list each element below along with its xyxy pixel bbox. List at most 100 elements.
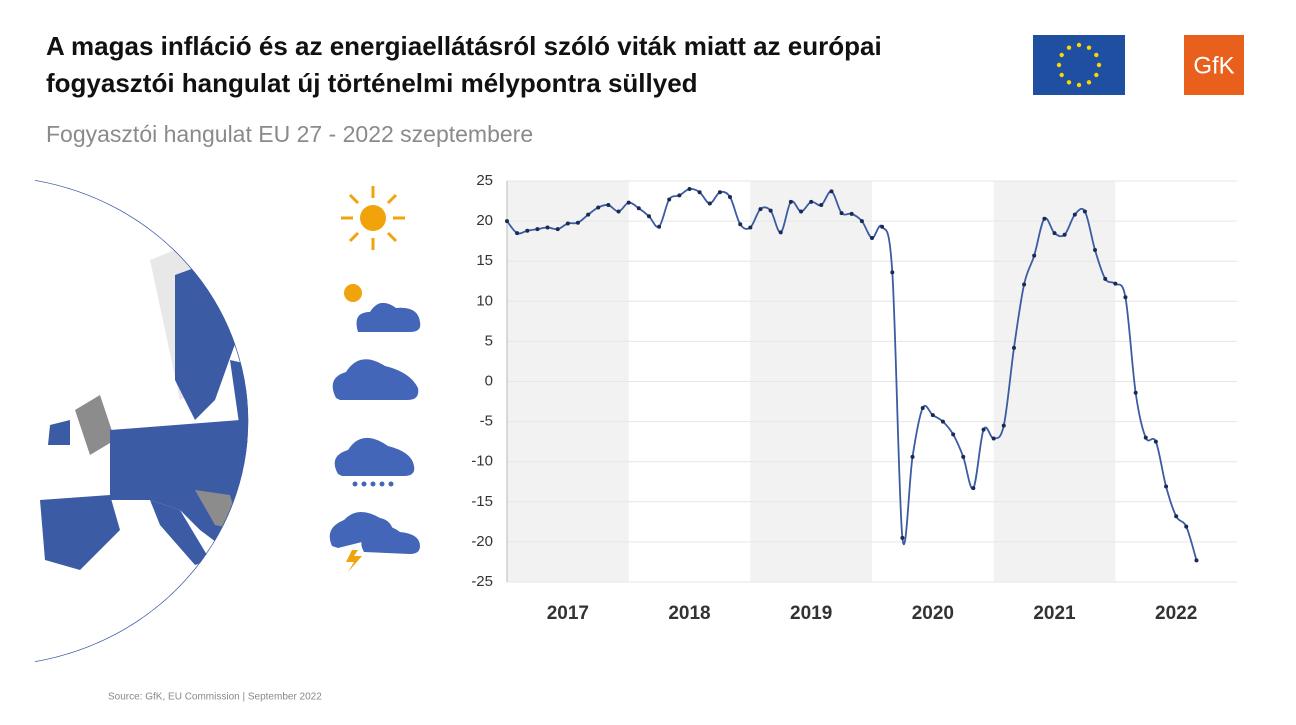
- y-tick-label: 0: [485, 372, 493, 389]
- data-point: [728, 195, 733, 200]
- data-point: [535, 227, 540, 232]
- data-point: [799, 209, 804, 214]
- data-point: [890, 270, 895, 275]
- star: [1094, 72, 1099, 78]
- data-point: [1194, 558, 1199, 563]
- gfk-logo: GfK: [1184, 35, 1244, 95]
- data-point: [930, 413, 935, 418]
- data-point: [859, 219, 864, 224]
- data-point: [606, 203, 611, 208]
- data-point: [788, 199, 793, 204]
- data-point: [1093, 247, 1098, 252]
- data-point: [657, 224, 662, 229]
- data-point: [829, 189, 834, 194]
- data-point: [748, 225, 753, 230]
- data-point: [586, 212, 591, 217]
- y-tick-label: -10: [471, 453, 493, 470]
- data-point: [1042, 216, 1047, 221]
- y-tick-label: 10: [476, 292, 493, 309]
- europe-map: [35, 180, 249, 662]
- x-tick-label: 2018: [668, 603, 710, 624]
- data-point: [646, 214, 651, 219]
- star: [1086, 45, 1092, 50]
- star: [1076, 42, 1082, 48]
- data-point: [1022, 282, 1027, 287]
- data-point: [880, 224, 885, 229]
- x-tick-label: 2017: [547, 603, 589, 624]
- star: [1076, 82, 1082, 88]
- data-point: [677, 193, 682, 198]
- title: A magas infláció és az energiaellátásról…: [46, 31, 882, 61]
- data-point: [697, 190, 702, 195]
- data-point: [758, 207, 763, 212]
- data-point: [1143, 435, 1148, 440]
- data-point: [616, 209, 621, 214]
- data-point: [1164, 484, 1169, 489]
- data-point: [636, 206, 641, 211]
- data-point: [900, 535, 905, 540]
- data-point: [1174, 514, 1179, 519]
- data-point: [667, 197, 672, 202]
- data-point: [545, 225, 550, 230]
- data-point: [778, 230, 783, 235]
- data-point: [1001, 423, 1006, 428]
- data-point: [768, 208, 773, 213]
- star: [1059, 52, 1064, 58]
- star: [1059, 72, 1064, 78]
- data-point: [1062, 232, 1067, 237]
- data-point: [991, 436, 996, 441]
- data-point: [971, 486, 976, 491]
- data-point: [738, 222, 743, 227]
- y-tick-label: 15: [476, 252, 493, 269]
- x-tick-label: 2019: [790, 603, 832, 624]
- y-tick-label: -25: [471, 573, 493, 590]
- data-point: [565, 221, 570, 226]
- star: [1096, 62, 1102, 68]
- star: [1056, 62, 1062, 68]
- data-point: [505, 219, 509, 224]
- x-tick-label: 2021: [1033, 603, 1076, 624]
- data-point: [1133, 390, 1138, 395]
- data-point: [981, 427, 986, 432]
- eu-flag: [1033, 35, 1125, 95]
- data-point: [1072, 212, 1077, 217]
- data-point: [525, 228, 530, 233]
- y-tick-label: 5: [485, 332, 493, 349]
- data-point: [1153, 439, 1158, 444]
- data-point: [515, 231, 520, 236]
- source: Source: GfK, EU Commission | September 2…: [108, 692, 322, 703]
- y-tick-label: -15: [471, 493, 493, 510]
- logo-text: GfK: [1193, 52, 1234, 79]
- data-point: [951, 432, 956, 437]
- title: fogyasztói hangulat új történelmi mélypo…: [46, 68, 698, 98]
- star: [1066, 45, 1072, 50]
- subtitle: Fogyasztói hangulat EU 27 - 2022 szeptem…: [46, 121, 533, 147]
- data-point: [1103, 276, 1108, 281]
- data-point: [910, 454, 915, 459]
- data-point: [717, 190, 722, 195]
- data-point: [839, 211, 844, 216]
- data-point: [940, 419, 945, 424]
- data-point: [870, 235, 874, 240]
- data-point: [596, 205, 601, 210]
- x-tick-label: 2022: [1155, 603, 1197, 624]
- y-tick-label: -20: [471, 533, 493, 550]
- data-point: [819, 203, 824, 208]
- star: [1066, 80, 1072, 85]
- data-point: [575, 220, 580, 225]
- data-point: [1032, 253, 1037, 258]
- x-tick-label: 2020: [912, 603, 954, 624]
- star: [1094, 52, 1099, 58]
- y-tick-label: 25: [476, 172, 493, 189]
- weather-icons: [329, 186, 421, 572]
- y-tick-label: -5: [480, 413, 493, 430]
- data-point: [687, 187, 692, 192]
- data-point: [626, 200, 631, 205]
- data-point: [707, 201, 712, 206]
- data-point: [1011, 345, 1016, 350]
- data-point: [1184, 524, 1189, 529]
- y-tick-label: 20: [476, 212, 493, 229]
- data-point: [920, 405, 925, 410]
- data-point: [1082, 209, 1087, 214]
